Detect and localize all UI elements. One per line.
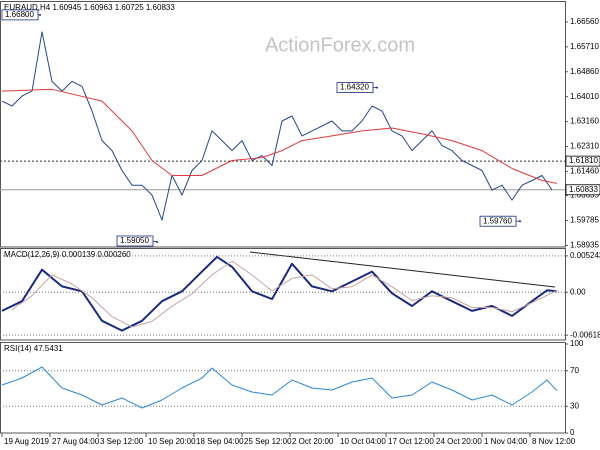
series-line (1, 31, 553, 221)
annotation-box (336, 82, 374, 93)
y-tick-label: 1.64860 (570, 67, 599, 76)
annotation-point (156, 241, 158, 244)
price-title: EURAUD,H4 1.60945 1.60963 1.60725 1.6083… (4, 3, 175, 12)
x-tick-label: 24 Oct 20:00 (436, 437, 482, 446)
y-tick-label: 1.61460 (570, 166, 599, 175)
annotation-box (479, 215, 517, 227)
annotation-label: 1.64320 (340, 83, 369, 92)
x-tick-label: 27 Aug 04:00 (52, 437, 100, 446)
y-tick-label: 100 (570, 339, 584, 348)
y-tick-label: 70 (570, 366, 579, 375)
series-line (1, 366, 558, 409)
rsi-panel (0, 342, 566, 434)
series-line (11, 260, 558, 328)
x-tick-label: 10 Sep 20:00 (148, 437, 196, 446)
y-tick-label: 0.005243 (570, 251, 600, 260)
annotation-box (1, 9, 39, 21)
x-tick-label: 2 Oct 20:00 (292, 437, 334, 446)
annotation-point (376, 86, 378, 89)
x-tick-label: 17 Oct 12:00 (388, 437, 434, 446)
annotation-label: 1.59760 (483, 216, 512, 225)
annotation-point (39, 13, 41, 16)
x-tick-label: 1 Nov 04:00 (484, 437, 528, 446)
annotation-label: 1.59050 (120, 236, 149, 245)
x-tick-label: 25 Sep 12:00 (244, 437, 292, 446)
y-tick-label: 1.63160 (570, 117, 599, 126)
annotation-box (116, 235, 154, 247)
y-tick-label: 1.66560 (570, 17, 599, 26)
macd-title: MACD(12,26,9) 0.000139 0.000260 (4, 250, 131, 259)
watermark: ActionForex.com (265, 34, 415, 56)
y-tick-label: 1.65710 (570, 42, 599, 51)
y-tick-label: 1.60635 (570, 191, 599, 200)
macd-trendline (249, 251, 556, 288)
x-tick-label: 19 Aug 2019 (4, 437, 49, 446)
y-tick-label: 0.00 (570, 287, 586, 296)
annotation-label: 1.66800 (5, 10, 34, 19)
y-tick-label: 30 (570, 401, 579, 410)
y-tick-label: 1.64010 (570, 92, 599, 101)
x-tick-label: 8 Nov 12:00 (532, 437, 576, 446)
level-label: 1.60833 (569, 185, 598, 194)
x-tick-label: 3 Sep 12:00 (100, 437, 144, 446)
annotation-point (519, 220, 521, 223)
series-line (1, 88, 558, 184)
rsi-title: RSI(14) 47.5431 (4, 344, 63, 353)
y-tick-label: 1.62310 (570, 142, 599, 151)
macd-panel (0, 248, 566, 341)
y-tick-label: 0 (570, 428, 575, 437)
price-panel (0, 1, 566, 248)
y-tick-label: 1.58935 (570, 240, 599, 249)
level-label: 1.61810 (569, 156, 598, 165)
level-label-box (565, 184, 600, 196)
series-line (1, 255, 558, 332)
x-tick-label: 10 Oct 04:00 (340, 437, 386, 446)
y-tick-label: -0.006186 (570, 330, 600, 339)
level-label-box (565, 155, 600, 167)
y-tick-label: 1.59785 (570, 216, 599, 225)
x-tick-label: 18 Sep 04:00 (196, 437, 244, 446)
